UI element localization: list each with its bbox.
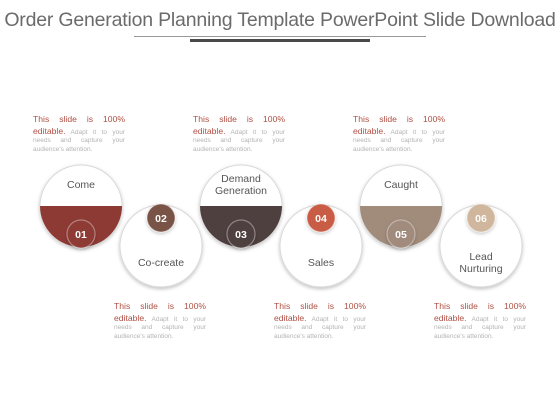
step-number-badge xyxy=(66,219,96,249)
description-highlight: This slide is 100% editable. xyxy=(114,301,206,323)
step-number: 04 xyxy=(315,213,327,225)
title-underline-thin xyxy=(134,36,426,37)
step-number: 03 xyxy=(235,229,247,241)
step-01: 01 Come xyxy=(39,164,123,249)
step-label: Lead Nurturing xyxy=(459,251,502,275)
step-label: Sales xyxy=(308,257,334,269)
step-label: Co-create xyxy=(138,257,184,269)
step-06: 06 Lead Nurturing xyxy=(439,203,523,288)
slide-title: Order Generation Planning Template Power… xyxy=(4,9,556,31)
description-top-3: This slide is 100% editable. Adapt it to… xyxy=(353,114,445,154)
description-bottom-1: This slide is 100% editable. Adapt it to… xyxy=(114,301,206,341)
description-body: Adapt it to your needs and capture your … xyxy=(114,315,206,340)
step-03: 03 Demand Generation xyxy=(199,164,283,249)
step-label: Demand Generation xyxy=(215,173,267,197)
description-body: Adapt it to your needs and capture your … xyxy=(193,128,285,153)
description-body: Adapt it to your needs and capture your … xyxy=(353,128,445,153)
step-label: Come xyxy=(67,179,95,191)
step-02: 02 Co-create xyxy=(119,203,203,288)
description-body: Adapt it to your needs and capture your … xyxy=(274,315,366,340)
step-number: 06 xyxy=(475,213,487,225)
description-bottom-3: This slide is 100% editable. Adapt it to… xyxy=(434,301,526,341)
step-label: Caught xyxy=(384,179,418,191)
step-number-badge xyxy=(146,203,176,233)
step-number: 01 xyxy=(75,229,87,241)
step-number: 05 xyxy=(395,229,407,241)
step-04: 04 Sales xyxy=(279,203,363,288)
description-highlight: This slide is 100% editable. xyxy=(274,301,366,323)
step-number-badge xyxy=(226,219,256,249)
description-body: Adapt it to your needs and capture your … xyxy=(33,128,125,153)
description-highlight: This slide is 100% editable. xyxy=(353,114,445,136)
description-bottom-2: This slide is 100% editable. Adapt it to… xyxy=(274,301,366,341)
description-body: Adapt it to your needs and capture your … xyxy=(434,315,526,340)
description-highlight: This slide is 100% editable. xyxy=(434,301,526,323)
step-05: 05 Caught xyxy=(359,164,443,249)
step-number-badge xyxy=(306,203,336,233)
description-top-1: This slide is 100% editable. Adapt it to… xyxy=(33,114,125,154)
step-number: 02 xyxy=(155,213,167,225)
title-underline-thick xyxy=(190,39,370,42)
description-highlight: This slide is 100% editable. xyxy=(193,114,285,136)
description-top-2: This slide is 100% editable. Adapt it to… xyxy=(193,114,285,154)
description-highlight: This slide is 100% editable. xyxy=(33,114,125,136)
step-number-badge xyxy=(386,219,416,249)
step-number-badge xyxy=(466,203,496,233)
